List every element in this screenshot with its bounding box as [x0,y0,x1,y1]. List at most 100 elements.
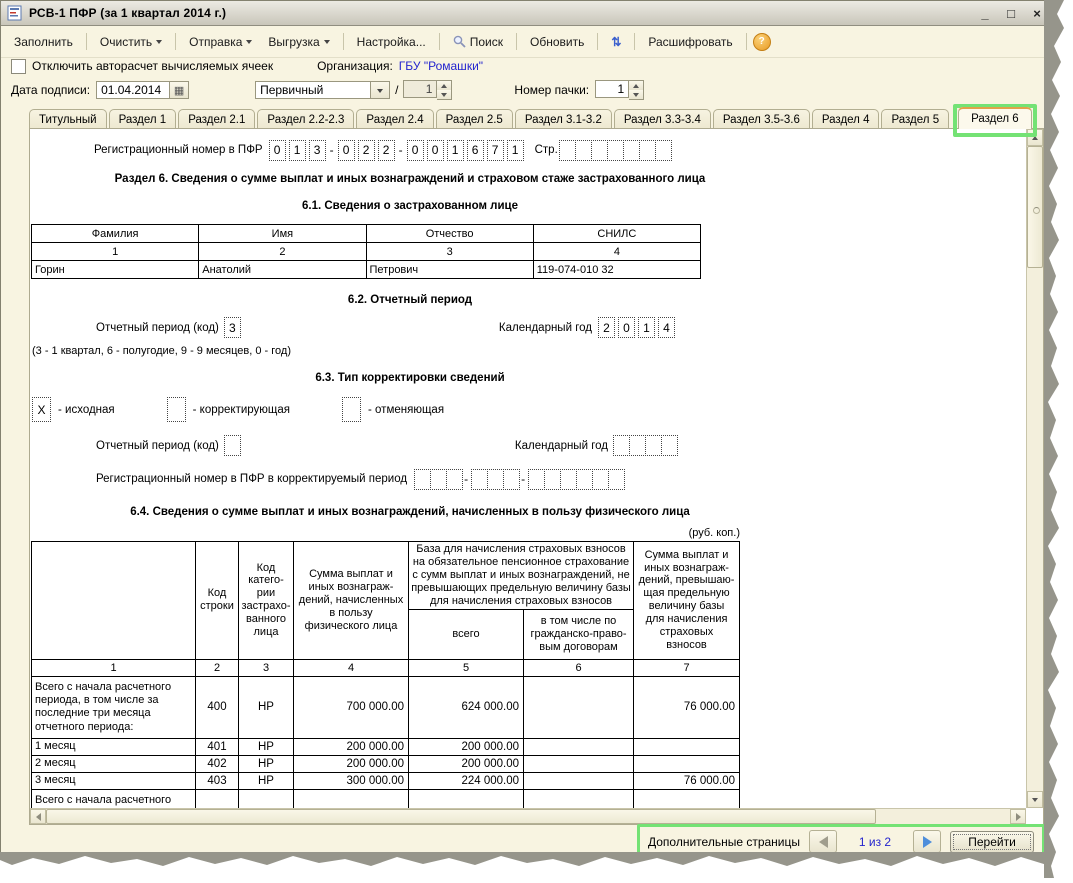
tab-razdel-2-2-2-3[interactable]: Раздел 2.2-2.3 [257,109,355,129]
fill-button[interactable]: Заполнить [7,32,80,52]
amount-cell[interactable] [522,754,635,773]
corr-regnum-cells[interactable] [471,468,521,490]
go-button[interactable]: Перейти [950,830,1034,853]
amount-cell[interactable]: 200 000.00 [408,737,524,756]
year-cell[interactable]: 1 [638,317,655,338]
tab-razdel-3-3-3-4[interactable]: Раздел 3.3-3.4 [613,109,711,129]
year-cell[interactable]: 0 [618,317,635,338]
category-cell[interactable]: НР [238,771,294,790]
amount-cell[interactable] [522,737,635,756]
amount-cell[interactable] [522,675,635,739]
regnum-cell[interactable]: 1 [288,139,306,161]
category-cell[interactable]: НР [238,754,294,773]
next-page-button[interactable] [913,830,941,853]
tab-razdel-2-1[interactable]: Раздел 2.1 [178,109,256,129]
tab-razdel-5[interactable]: Раздел 5 [881,109,950,129]
settings-button[interactable]: Настройка... [350,32,433,52]
amount-cell[interactable] [522,771,635,790]
spin-up-icon[interactable] [629,81,644,90]
horizontal-scroll-thumb[interactable] [46,809,876,824]
help-icon[interactable]: ? [752,32,771,51]
tab-razdel-2-5[interactable]: Раздел 2.5 [435,109,513,129]
tab-razdel-3-5-3-6[interactable]: Раздел 3.5-3.6 [712,109,810,129]
snils-cell[interactable]: 119-074-010 32 [532,260,702,279]
organization-link[interactable]: ГБУ "Ромашки" [398,59,484,73]
regnum-cell[interactable]: 3 [308,139,326,161]
tab-razdel-3-1-3-2[interactable]: Раздел 3.1-3.2 [514,109,612,129]
corr-regnum-cells[interactable] [528,468,626,490]
cancelling-checkbox[interactable] [342,397,362,422]
calendar-icon[interactable]: ▦ [170,81,190,99]
regnum-cell[interactable]: 0 [406,139,424,161]
vertical-scrollbar[interactable] [1026,129,1043,808]
autocalc-checkbox[interactable] [11,58,26,74]
year-cell[interactable]: 4 [658,317,675,338]
regnum-cell[interactable]: 6 [466,139,484,161]
amount-cell[interactable] [408,788,524,808]
doc-type-combo[interactable]: Первичный [255,81,391,99]
amount-cell[interactable]: 624 000.00 [408,675,524,739]
sign-date-input[interactable]: 01.04.2014 [96,81,171,99]
close-button[interactable]: × [1033,5,1041,21]
horizontal-scrollbar[interactable] [30,808,1026,824]
tab-razdel-1[interactable]: Раздел 1 [108,109,177,129]
period-code-cell[interactable]: 3 [223,317,241,338]
scroll-down-icon[interactable] [1027,791,1043,808]
amount-cell[interactable] [633,788,741,808]
amount-cell[interactable]: 224 000.00 [408,771,524,790]
corr-period-cell[interactable] [223,435,241,456]
category-cell[interactable] [238,788,294,808]
decrypt-button[interactable]: Расшифровать [641,32,739,52]
regnum-cell[interactable]: 0 [426,139,444,161]
correcting-checkbox[interactable] [166,397,186,422]
tab-razdel-4[interactable]: Раздел 4 [811,109,880,129]
clear-button[interactable]: Очистить [93,32,169,52]
amount-cell[interactable] [633,754,741,773]
regnum-cell[interactable]: 2 [357,139,375,161]
amount-cell[interactable]: 200 000.00 [293,737,409,756]
amount-cell[interactable] [633,737,741,756]
name-cell[interactable]: Анатолий [198,260,367,279]
revision-stepper[interactable]: 1 [403,80,453,100]
regnum-cell[interactable]: 7 [486,139,504,161]
regnum-cell[interactable]: 1 [446,139,464,161]
amount-cell[interactable] [522,788,635,808]
original-checkbox[interactable]: X [32,397,51,422]
maximize-button[interactable]: □ [1007,5,1015,21]
patronymic-cell[interactable]: Петрович [365,260,534,279]
amount-cell[interactable]: 76 000.00 [633,771,741,790]
amount-cell[interactable]: 76 000.00 [633,675,741,739]
sort-button[interactable]: ⇅ [604,33,628,51]
send-button[interactable]: Отправка [182,32,259,52]
export-button[interactable]: Выгрузка [261,32,336,52]
amount-cell[interactable]: 200 000.00 [293,754,409,773]
chevron-down-icon[interactable] [371,81,391,99]
tab-titulnyy[interactable]: Титульный [29,109,107,129]
minimize-button[interactable]: _ [981,5,989,21]
spin-up-icon[interactable] [437,81,452,90]
corr-regnum-cells[interactable] [414,468,464,490]
amount-cell[interactable]: 200 000.00 [408,754,524,773]
spin-down-icon[interactable] [629,90,644,99]
regnum-cell[interactable]: 2 [377,139,395,161]
surname-cell[interactable]: Горин [30,260,200,279]
vertical-scroll-thumb[interactable] [1027,146,1043,268]
amount-cell[interactable] [293,788,409,808]
scroll-left-icon[interactable] [30,809,46,824]
regnum-cell[interactable]: 1 [506,139,524,161]
refresh-button[interactable]: Обновить [523,32,591,52]
tab-razdel-2-4[interactable]: Раздел 2.4 [356,109,434,129]
corr-year-cells[interactable] [613,435,678,456]
amount-cell[interactable]: 300 000.00 [293,771,409,790]
spin-down-icon[interactable] [437,90,452,99]
tab-razdel-6[interactable]: Раздел 6 [958,107,1032,129]
amount-cell[interactable]: 700 000.00 [293,675,409,739]
category-cell[interactable]: НР [238,737,294,756]
regnum-cell[interactable]: 0 [268,139,286,161]
page-number-cells[interactable] [558,139,672,161]
regnum-cell[interactable]: 0 [337,139,355,161]
category-cell[interactable]: НР [238,675,294,739]
year-cell[interactable]: 2 [598,317,615,338]
scroll-right-icon[interactable] [1010,809,1026,824]
pack-number-stepper[interactable]: 1 [595,80,645,100]
